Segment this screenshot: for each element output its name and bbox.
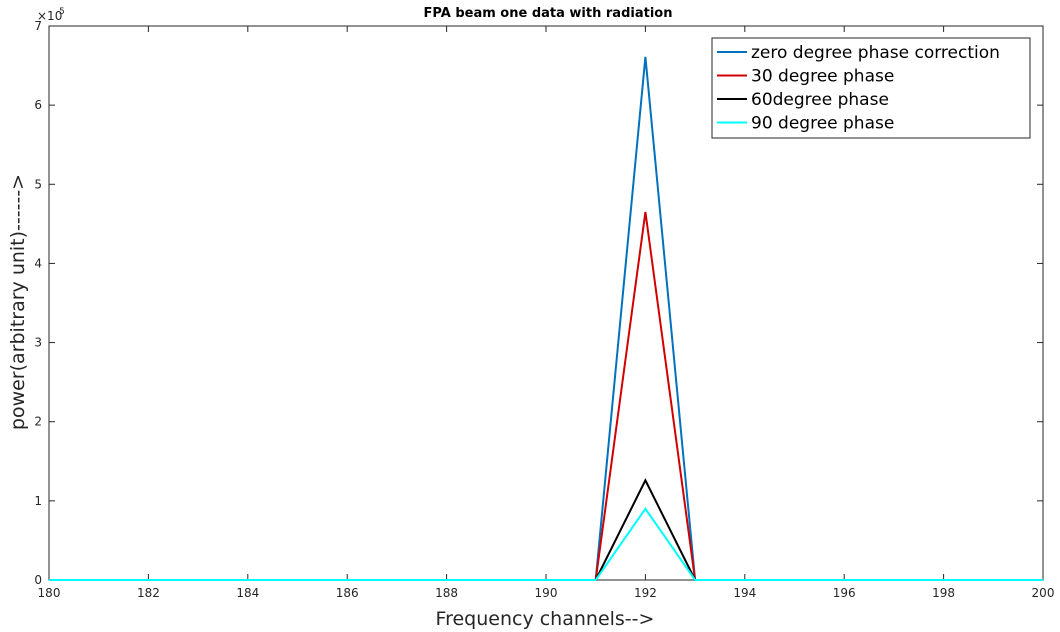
series-line-4 <box>49 507 1043 581</box>
y-exponent-base: ×10 <box>37 9 62 23</box>
x-tick-label: 186 <box>336 586 359 600</box>
y-tick-label: 4 <box>34 256 42 270</box>
x-tick-label: 198 <box>932 586 955 600</box>
y-tick-label: 2 <box>34 415 42 429</box>
x-tick-label: 200 <box>1032 586 1055 600</box>
y-exponent-power: 5 <box>59 7 65 17</box>
legend-box <box>711 37 1031 139</box>
legend-label: zero degree phase correction <box>751 43 1000 63</box>
x-tick-label: 194 <box>733 586 756 600</box>
y-tick-label: 1 <box>34 494 42 508</box>
legend-label: 90 degree phase <box>751 114 894 134</box>
x-tick-label: 184 <box>236 586 259 600</box>
x-tick-label: 182 <box>137 586 160 600</box>
x-tick-label: 196 <box>833 586 856 600</box>
chart-title: FPA beam one data with radiation <box>424 6 673 21</box>
x-tick-label: 190 <box>535 586 558 600</box>
y-tick-label: 0 <box>34 573 42 587</box>
x-axis-label: Frequency channels--> <box>436 608 655 630</box>
legend: zero degree phase correction 30 degree ph… <box>711 37 1031 139</box>
x-tick-label: 192 <box>634 586 657 600</box>
y-tick-label: 3 <box>34 336 42 350</box>
x-tick-label: 180 <box>38 586 61 600</box>
y-tick-label: 6 <box>34 98 42 112</box>
legend-label: 30 degree phase <box>751 67 894 87</box>
x-tick-label: 188 <box>435 586 458 600</box>
y-tick-label: 7 <box>34 19 42 33</box>
y-axis-label: power(arbitrary unit)------> <box>7 174 29 430</box>
legend-label: 60degree phase <box>751 90 889 110</box>
y-axis-exponent: ×10 5 <box>37 7 65 23</box>
y-tick-label: 5 <box>34 177 42 191</box>
